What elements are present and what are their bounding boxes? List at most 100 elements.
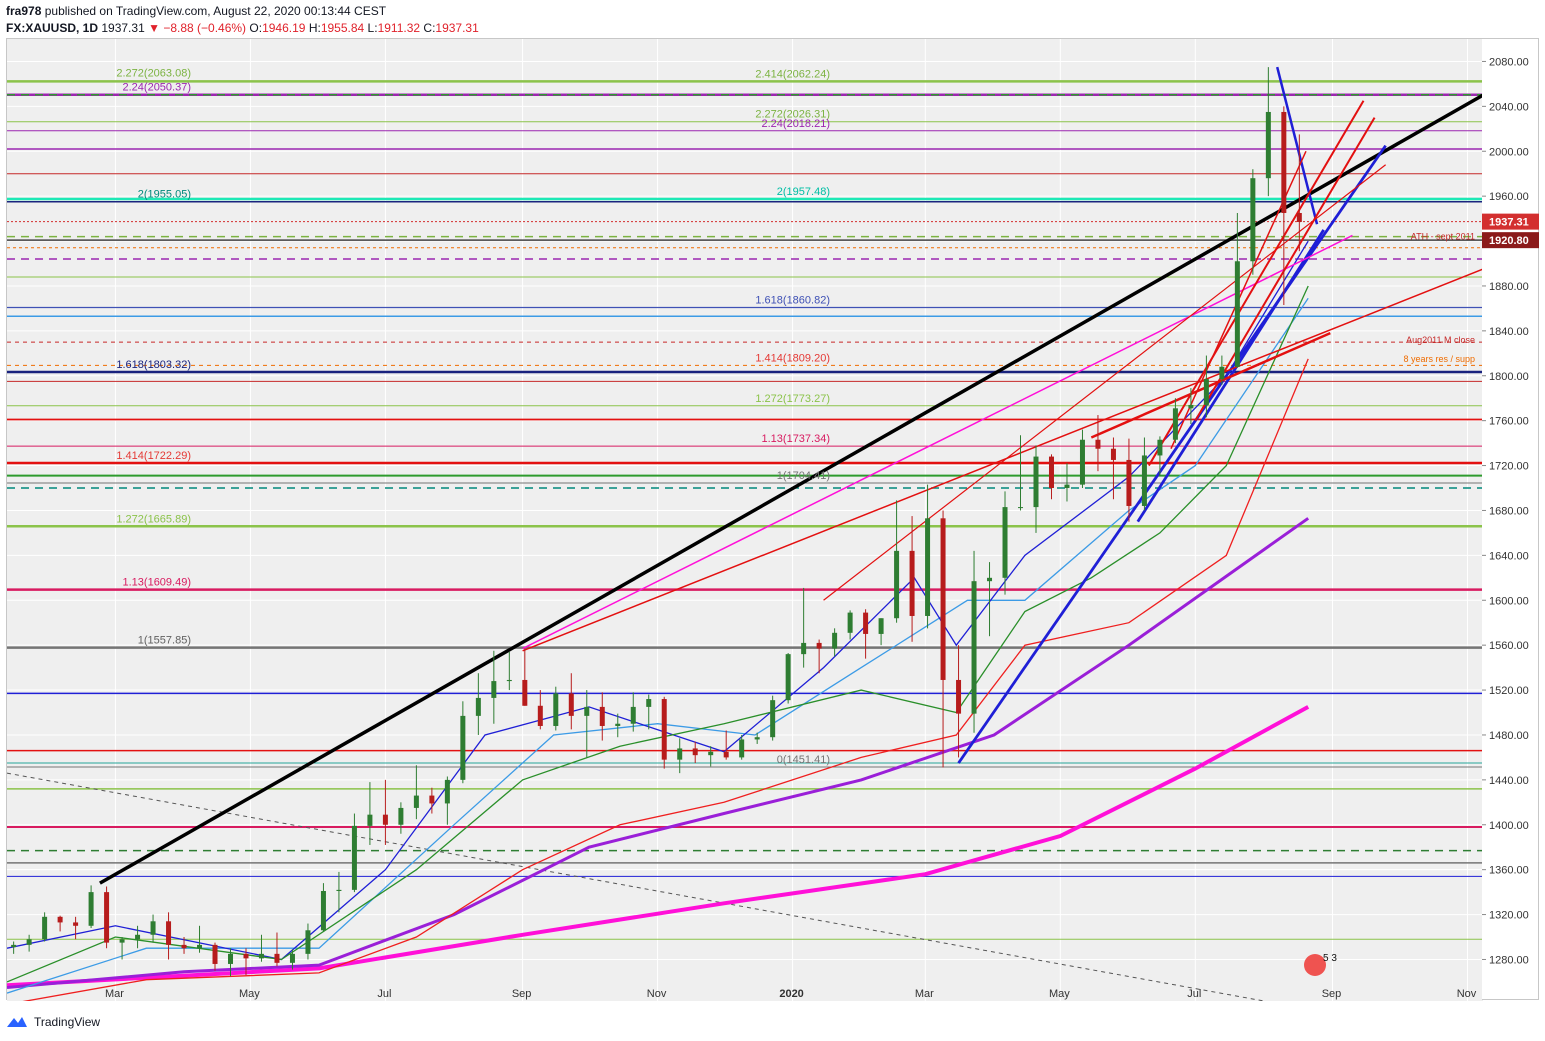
candle-body — [1188, 404, 1194, 409]
price-tick-label: 1400.00 — [1489, 820, 1529, 832]
candle-body — [584, 706, 590, 716]
candle-body — [491, 681, 497, 698]
fib-level-label: 2.414(2062.24) — [755, 68, 830, 80]
candle-body — [1172, 408, 1178, 440]
author-name: fra978 — [6, 4, 42, 18]
annotation-label: Aug2011 M close — [1406, 335, 1475, 345]
footer-brand[interactable]: TradingView — [6, 1015, 100, 1029]
price-tick-label: 1720.00 — [1489, 461, 1529, 473]
price-chart[interactable]: 2.272(2063.08) 2.24(2050.37) 2.414(2062.24… — [6, 39, 1484, 1006]
high-value: 1955.84 — [320, 21, 365, 35]
candle-body — [351, 825, 357, 890]
candle-body — [104, 892, 110, 943]
price-axis-svg: 2080.002040.002000.001960.001920.001880.… — [1482, 56, 1539, 966]
close-label: C: — [423, 21, 436, 35]
candle-body — [894, 550, 900, 619]
high-label: H: — [308, 21, 321, 35]
candle-body — [289, 953, 295, 963]
annotation-label: ATH - sept 2011 — [1411, 232, 1475, 242]
candle-body — [723, 751, 729, 758]
trend-line — [823, 164, 1387, 601]
tradingview-logo-icon — [7, 1017, 27, 1027]
candle-body — [677, 748, 683, 760]
candle-body — [537, 705, 543, 726]
candle-body — [1296, 212, 1302, 222]
trend-line — [957, 144, 1387, 764]
plot-background — [7, 39, 1483, 1001]
fib-level-label: 1.272(1773.27) — [755, 393, 830, 405]
candle-body — [1234, 261, 1240, 367]
price-tick-label: 2040.00 — [1489, 101, 1529, 113]
candle-body — [940, 518, 946, 680]
price-tick-label: 1960.00 — [1489, 191, 1529, 203]
candle-body — [181, 944, 187, 949]
candle-body — [475, 697, 481, 716]
candle-body — [708, 751, 714, 756]
candle-body — [119, 939, 125, 943]
candle-body — [212, 944, 218, 964]
price-tick-label: 1560.00 — [1489, 640, 1529, 652]
fib-level-label: 1.13(1609.49) — [123, 577, 192, 589]
time-tick-label: 2020 — [779, 988, 803, 1000]
candle-body — [1203, 379, 1209, 405]
price-tick-label: 1360.00 — [1489, 865, 1529, 877]
last-price: 1937.31 — [101, 21, 145, 35]
candle-body — [336, 889, 342, 891]
price-tick-label: 1480.00 — [1489, 730, 1529, 742]
candle-body — [1110, 448, 1116, 460]
flag-badge-icon — [1304, 954, 1326, 976]
candle-body — [1002, 507, 1008, 578]
candle-body — [925, 518, 931, 616]
moving-average-line — [6, 285, 1309, 983]
candle-body — [150, 921, 156, 935]
candle-body — [73, 922, 79, 926]
candle-body — [305, 930, 311, 954]
candle-body — [661, 699, 667, 760]
candle-body — [909, 550, 915, 616]
trend-line — [1194, 117, 1376, 422]
trend-line — [1275, 66, 1319, 225]
candle-body — [444, 779, 450, 804]
price-tick-label: 1520.00 — [1489, 685, 1529, 697]
change-arrow-icon: ▼ — [148, 21, 160, 35]
open-label: O: — [249, 21, 263, 35]
price-tick-label: 1320.00 — [1489, 910, 1529, 922]
fib-level-label: 1.272(1665.89) — [116, 513, 191, 525]
moving-average-line — [6, 705, 1310, 988]
price-tick-label: 1280.00 — [1489, 954, 1529, 966]
candle-body — [615, 723, 621, 726]
candle-body — [1079, 439, 1085, 485]
candle-body — [832, 632, 838, 649]
fib-level-label: 1.13(1737.34) — [762, 433, 831, 445]
chart-plot-area[interactable]: 2.272(2063.08) 2.24(2050.37) 2.414(2062.24… — [6, 38, 1484, 1006]
low-value: 1911.32 — [377, 21, 421, 35]
candle-body — [770, 700, 776, 738]
price-label-text: 1937.31 — [1489, 217, 1529, 229]
candle-body — [847, 612, 853, 633]
time-tick-label: Nov — [1457, 988, 1477, 1000]
time-tick-label: Jul — [377, 988, 391, 1000]
price-tick-label: 1600.00 — [1489, 595, 1529, 607]
candle-body — [1048, 456, 1054, 489]
time-tick-label: Jul — [1187, 988, 1201, 1000]
close-value: 1937.31 — [435, 21, 479, 35]
candle-body — [1250, 178, 1256, 262]
candle-body — [553, 693, 559, 726]
fib-level-label: 2.272(2026.31) — [755, 109, 830, 121]
trend-line — [1147, 100, 1365, 467]
time-tick-label: Mar — [915, 988, 934, 1000]
time-axis-svg: Mar May Jul Sep Nov 2020 Mar May Jul Sep Nov — [105, 988, 1477, 1000]
price-axis[interactable]: 2080.002040.002000.001960.001920.001880.… — [1482, 38, 1539, 1000]
candle-body — [243, 953, 249, 959]
candle-body — [1095, 439, 1101, 449]
fib-level-label: 1.618(1860.82) — [755, 294, 830, 306]
candle-body — [42, 916, 48, 940]
brand-name: TradingView — [34, 1015, 101, 1029]
candle-body — [956, 679, 962, 714]
time-tick-label: Sep — [1322, 988, 1342, 1000]
trend-line — [522, 234, 1353, 650]
candle-body — [785, 654, 791, 701]
candle-body — [1018, 507, 1024, 509]
open-value: 1946.19 — [262, 21, 306, 35]
time-tick-label: May — [239, 988, 260, 1000]
